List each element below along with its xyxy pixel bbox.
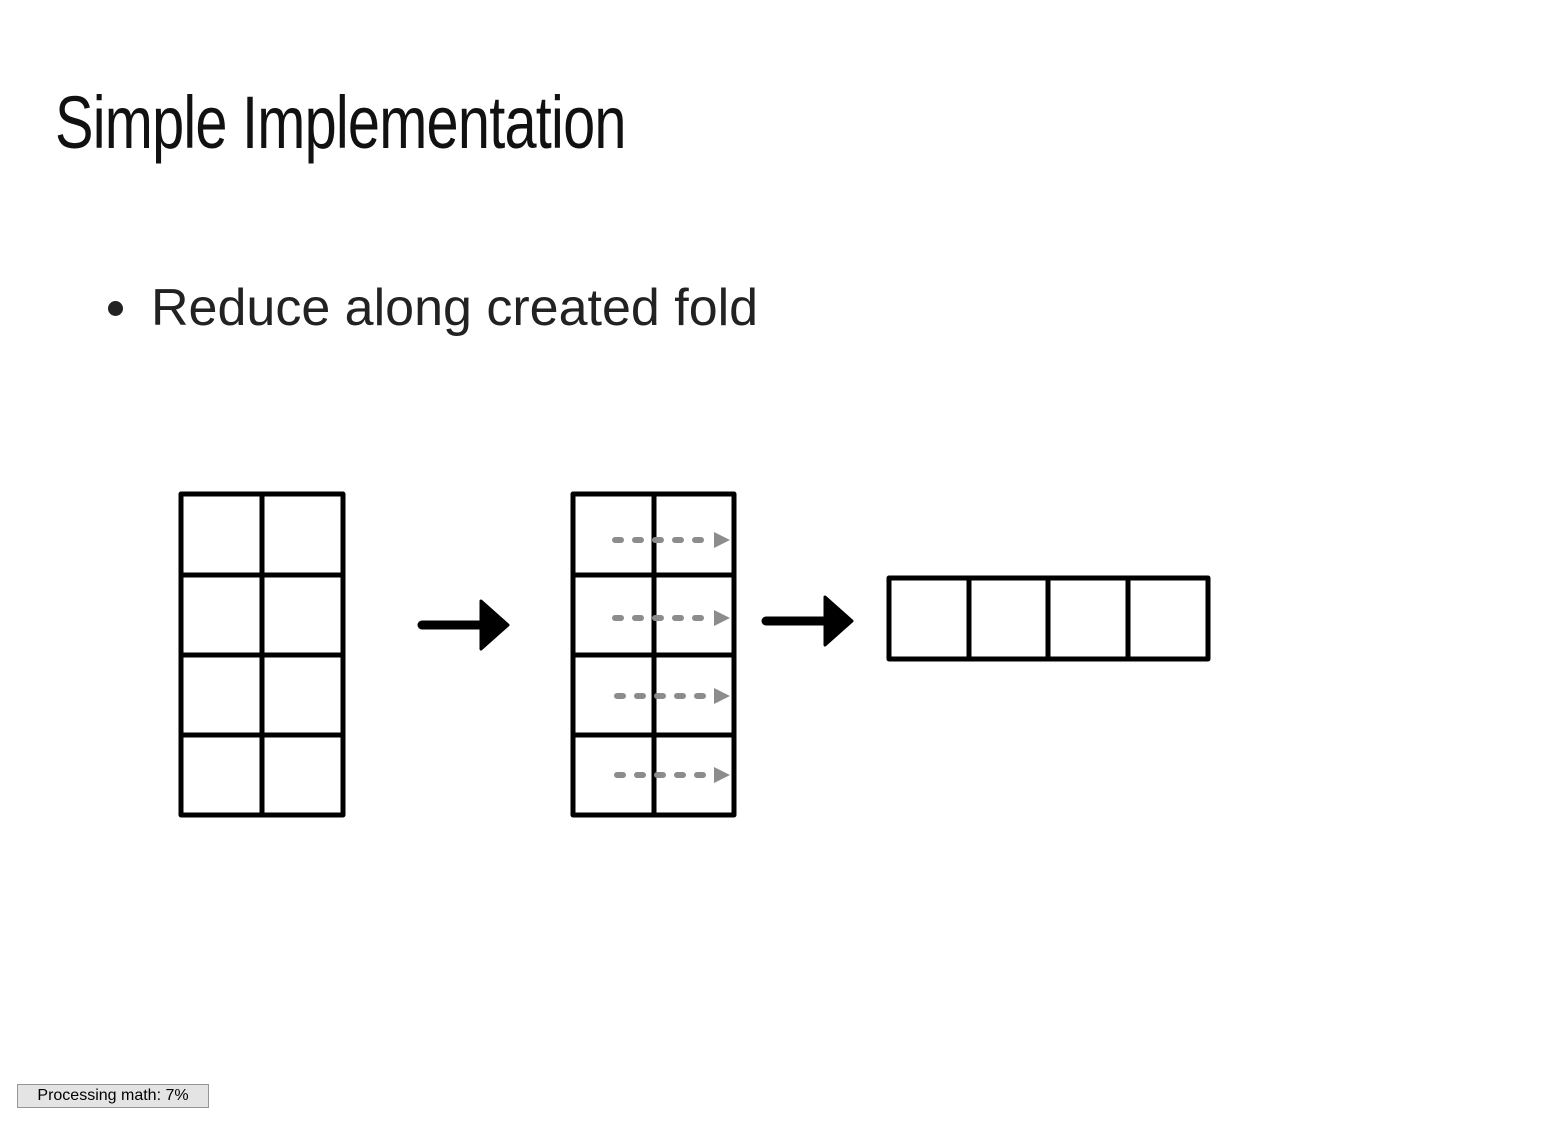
bullet-list: Reduce along created fold: [108, 276, 758, 340]
fold-arrows: [612, 532, 730, 783]
bullet-item: Reduce along created fold: [108, 276, 758, 340]
fold-arrow: [614, 688, 730, 704]
transition-arrow-1: [417, 599, 510, 651]
mathjax-processing-status: Processing math: 7%: [17, 1084, 209, 1108]
fold-arrow: [612, 532, 730, 548]
folded-grid: [570, 491, 737, 818]
slide-title: Simple Implementation: [55, 81, 626, 164]
fold-arrow: [612, 610, 730, 626]
transition-arrow-2: [761, 595, 854, 647]
bullet-text: Reduce along created fold: [151, 279, 759, 337]
bullet-dot-icon: [108, 300, 123, 316]
fold-arrow: [614, 767, 730, 783]
output-row: [886, 575, 1211, 662]
input-grid: [178, 491, 346, 818]
